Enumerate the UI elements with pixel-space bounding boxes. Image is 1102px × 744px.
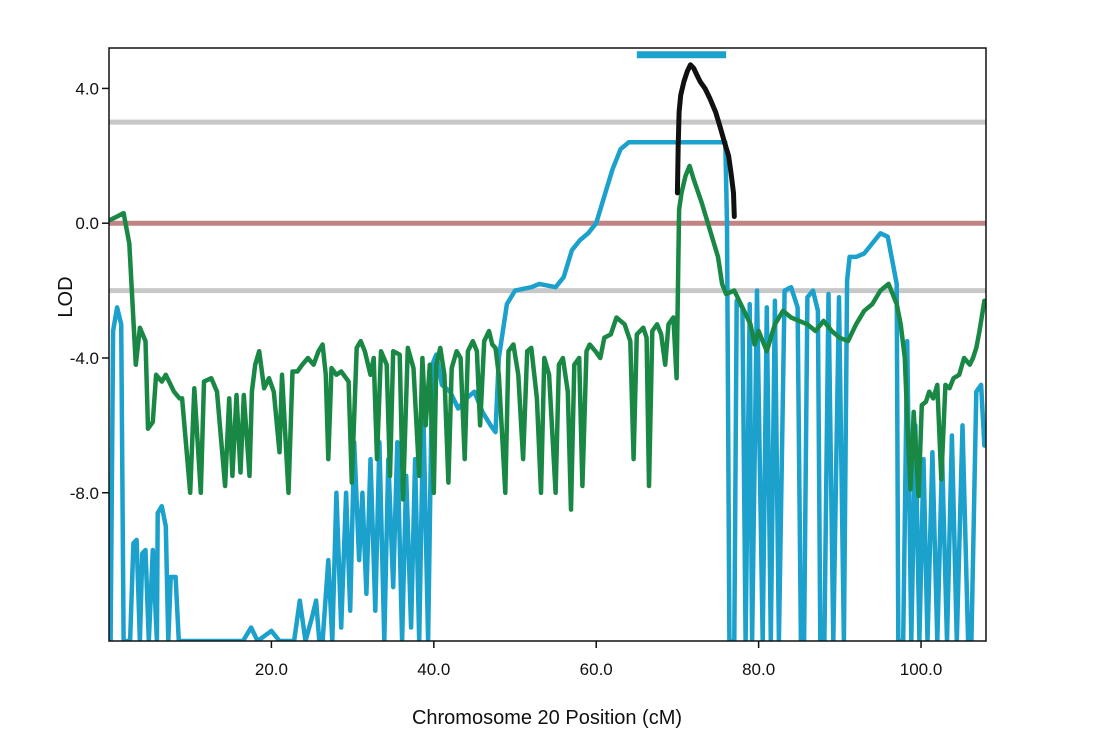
- x-tick-label: 80.0: [742, 660, 775, 679]
- series-line-1: [109, 163, 986, 512]
- x-axis-title: Chromosome 20 Position (cM): [412, 707, 682, 729]
- reference-lines: [109, 119, 986, 294]
- x-tick-label: 60.0: [580, 660, 613, 679]
- x-axis: 20.0 40.0 60.0 80.0 100.0: [255, 641, 942, 679]
- series-line-2: [674, 62, 737, 219]
- plot-frame: [108, 47, 987, 642]
- y-tick-label: 0.0: [75, 214, 99, 233]
- series-line-0: [109, 140, 986, 641]
- x-tick-label: 20.0: [255, 660, 288, 679]
- y-tick-label: 4.0: [75, 79, 99, 98]
- y-tick-label: -4.0: [70, 349, 99, 368]
- x-tick-label: 100.0: [900, 660, 943, 679]
- y-axis-title: LOD: [55, 276, 77, 317]
- x-tick-label: 40.0: [417, 660, 450, 679]
- y-tick-label: -8.0: [70, 484, 99, 503]
- series-layer: [109, 62, 986, 641]
- y-axis: 4.0 0.0 -4.0 -8.0: [70, 79, 109, 503]
